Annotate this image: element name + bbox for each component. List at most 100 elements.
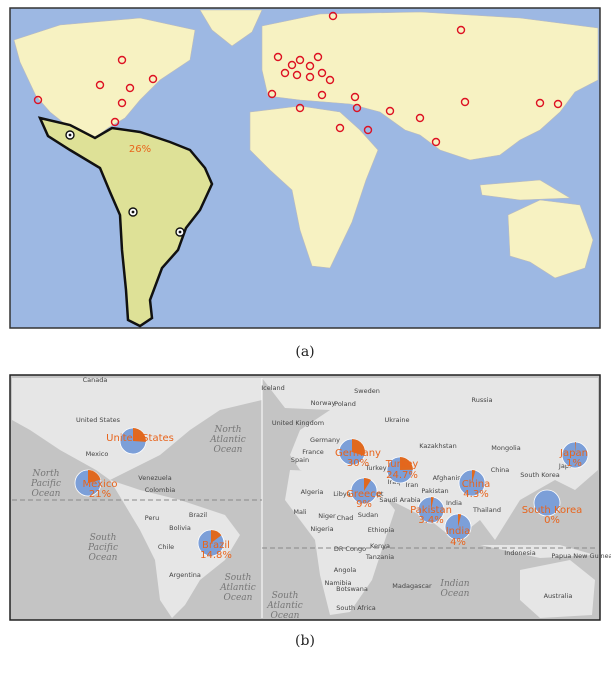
ocean-label: Ocean bbox=[441, 589, 470, 599]
ocean-label: South bbox=[272, 591, 299, 601]
map-label: Turkey bbox=[364, 464, 386, 472]
pie-value-label: 30% bbox=[347, 458, 369, 469]
pie-value-label: 21% bbox=[89, 489, 111, 500]
ocean-label: Pacific bbox=[87, 543, 118, 553]
map-label: Venezuela bbox=[138, 474, 171, 482]
map-label: South Korea bbox=[520, 471, 559, 479]
map-label: France bbox=[302, 448, 324, 456]
map-label: Angola bbox=[334, 566, 356, 574]
map-label: Brazil bbox=[189, 511, 207, 519]
map-label: Russia bbox=[472, 396, 493, 404]
pie-name: South Korea bbox=[522, 505, 583, 516]
pie-value-label: 24.7% bbox=[386, 470, 418, 481]
pie-name: Japan bbox=[559, 448, 588, 459]
map-label: United Kingdom bbox=[272, 419, 324, 427]
pie-name: Greece bbox=[346, 489, 382, 500]
map-label: Iceland bbox=[261, 384, 285, 392]
map-label: Namibia bbox=[325, 579, 352, 587]
map-label: Sweden bbox=[354, 387, 380, 395]
map-label: India bbox=[446, 499, 462, 507]
map-label: Peru bbox=[145, 514, 159, 522]
map-label: Poland bbox=[334, 400, 356, 408]
map-label: Botswana bbox=[336, 585, 368, 593]
pie-name: United States bbox=[106, 433, 174, 444]
pie-value-label: 14.8% bbox=[200, 550, 232, 561]
map-label: DR Congo bbox=[334, 545, 366, 553]
caption: (a) bbox=[295, 344, 314, 360]
ocean-label: Ocean bbox=[32, 489, 61, 499]
map-label: Nigeria bbox=[310, 525, 333, 533]
map-label: Iran bbox=[406, 481, 419, 489]
pie-name: China bbox=[462, 479, 491, 490]
map-label: Ukraine bbox=[384, 416, 409, 424]
map-label: Argentina bbox=[169, 571, 201, 579]
map-label: Australia bbox=[544, 592, 573, 600]
map-label: Chad bbox=[337, 514, 354, 522]
pie-slice bbox=[211, 530, 222, 543]
pie-slice bbox=[133, 428, 147, 442]
map-label: South Africa bbox=[336, 604, 376, 612]
pie-name: India bbox=[446, 526, 471, 537]
ocean-label: Atlantic bbox=[219, 583, 256, 593]
map-label: Norway bbox=[311, 399, 336, 407]
ocean-label: Indian bbox=[439, 579, 469, 589]
map-label: United States bbox=[76, 416, 121, 424]
map-label: Algeria bbox=[301, 488, 324, 496]
pie-slice bbox=[352, 439, 365, 457]
map-label: Colombia bbox=[145, 486, 176, 494]
ocean-label: North bbox=[31, 469, 59, 479]
caption: (b) bbox=[295, 633, 315, 649]
ocean-label: South bbox=[225, 573, 252, 583]
map-label: Indonesia bbox=[504, 549, 535, 557]
pie-slice bbox=[88, 470, 101, 483]
map-label: Madagascar bbox=[392, 582, 432, 590]
pie-value-label: 3.4% bbox=[418, 515, 443, 526]
ocean-label: Ocean bbox=[214, 445, 243, 455]
pie-name: Mexico bbox=[83, 479, 118, 490]
map-label: Mongolia bbox=[491, 444, 520, 452]
map-label: Spain bbox=[291, 456, 309, 464]
pie-slice bbox=[458, 514, 462, 527]
ocean-label: Atlantic bbox=[266, 601, 303, 611]
pie-value-label: 26% bbox=[129, 144, 151, 155]
map-a bbox=[9, 7, 601, 329]
ocean-label: Ocean bbox=[89, 553, 118, 563]
map-label: Niger bbox=[318, 512, 336, 520]
map-label: Libya bbox=[333, 490, 350, 498]
ocean-label: Ocean bbox=[224, 593, 253, 603]
pie-slice bbox=[575, 442, 576, 455]
map-label: Kazakhstan bbox=[419, 442, 456, 450]
map-label: Chile bbox=[158, 543, 174, 551]
pie-value-label: 4% bbox=[450, 537, 466, 548]
map-label: Iraq bbox=[388, 478, 401, 486]
pie-name: Turkey bbox=[385, 459, 419, 470]
pie-name: Germany bbox=[335, 448, 381, 459]
pie-slice bbox=[364, 478, 371, 491]
pie-value-label: 9% bbox=[356, 499, 372, 510]
pie-slice bbox=[431, 497, 434, 510]
pie-name: Pakistan bbox=[410, 505, 452, 516]
map-label: Tanzania bbox=[365, 553, 394, 561]
map-label: Pakistan bbox=[421, 487, 448, 495]
pie-slice bbox=[472, 470, 476, 483]
ocean-label: South bbox=[90, 533, 117, 543]
pie-value-label: 1% bbox=[566, 458, 582, 469]
map-label: China bbox=[491, 466, 510, 474]
map-label: Afghanistan bbox=[433, 474, 472, 482]
pie-value-label: 4.3% bbox=[463, 489, 488, 500]
ocean-label: Atlantic bbox=[209, 435, 246, 445]
map-label: Bolivia bbox=[169, 524, 191, 532]
ocean-label: Pacific bbox=[30, 479, 61, 489]
pie-slice bbox=[400, 457, 413, 470]
pie bbox=[533, 489, 561, 517]
map-label: Thailand bbox=[472, 506, 501, 514]
map-label: Mali bbox=[293, 508, 306, 516]
map-label: Papua New Guinea bbox=[551, 552, 611, 560]
pie-name: Brazil bbox=[202, 540, 230, 551]
map-label: Mexico bbox=[86, 450, 109, 458]
map-label: Kenya bbox=[370, 542, 390, 550]
map-label: Ethiopia bbox=[368, 526, 394, 534]
ocean-label: North bbox=[213, 425, 241, 435]
